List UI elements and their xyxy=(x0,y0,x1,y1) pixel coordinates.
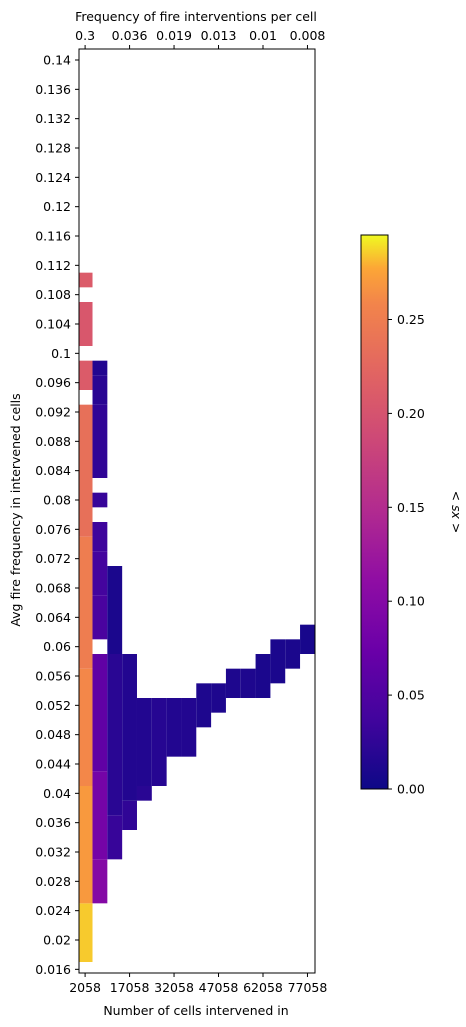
y-tick-label: 0.064 xyxy=(35,610,71,625)
y-tick-label: 0.112 xyxy=(35,258,71,273)
y-tick-label: 0.128 xyxy=(35,141,71,156)
heatmap-cell xyxy=(79,786,93,904)
heatmap-cell xyxy=(92,595,108,640)
colorbar-tick-label: 0.10 xyxy=(397,594,425,609)
y-tick-label: 0.1 xyxy=(51,346,71,361)
colorbar-ticks: 0.00 0.05 0.10 0.15 0.20 0.25 xyxy=(388,312,425,797)
y-tick-label: 0.136 xyxy=(35,82,71,97)
heatmap-cell xyxy=(285,639,301,669)
y-tick-label: 0.14 xyxy=(43,53,71,68)
colorbar-tick-label: 0.20 xyxy=(397,406,425,421)
top-tick-label: 0.3 xyxy=(75,28,95,43)
heatmap-cell xyxy=(79,668,93,786)
heatmap-cell xyxy=(122,654,137,801)
heatmap-cell xyxy=(107,566,123,654)
heatmap-cell xyxy=(196,683,212,728)
heatmap-cell xyxy=(79,272,93,288)
colorbar-tick-label: 0.00 xyxy=(397,782,425,797)
y-tick-label: 0.132 xyxy=(35,111,71,126)
colorbar-label: < sx > xyxy=(449,491,464,534)
heatmap-cell xyxy=(92,375,108,405)
colorbar-tick-label: 0.15 xyxy=(397,500,425,515)
y-tick-label: 0.072 xyxy=(35,551,71,566)
heatmap-cell xyxy=(181,698,197,757)
heatmap-cell xyxy=(79,536,93,669)
heatmap-cell xyxy=(92,404,108,478)
y-axis-ticks: 0.016 0.02 0.024 0.028 0.032 0.036 0.04 0.044 0.… xyxy=(35,53,79,977)
y-tick-label: 0.04 xyxy=(43,786,71,801)
top-tick-label: 0.019 xyxy=(156,28,192,43)
top-tick-label: 0.008 xyxy=(290,28,326,43)
heatmap-cell xyxy=(79,903,93,962)
y-tick-label: 0.016 xyxy=(35,962,71,977)
heatmap-cell xyxy=(240,668,256,698)
colorbar-tick-label: 0.05 xyxy=(397,688,425,703)
heatmap-cells xyxy=(79,272,315,962)
heatmap-cell xyxy=(79,360,93,390)
colorbar-tick-label: 0.25 xyxy=(397,312,425,327)
top-tick-label: 0.036 xyxy=(112,28,148,43)
heatmap-cell xyxy=(92,771,108,860)
y-tick-label: 0.036 xyxy=(35,815,71,830)
x-tick-label: 2058 xyxy=(69,980,101,995)
heatmap-cell xyxy=(136,698,152,786)
top-tick-label: 0.013 xyxy=(201,28,237,43)
heatmap-cell xyxy=(270,639,286,684)
heatmap-cell xyxy=(225,668,241,698)
heatmap-cell xyxy=(107,654,123,816)
x-tick-label: 47058 xyxy=(199,980,239,995)
heatmap-cell xyxy=(122,800,137,830)
x-tick-label: 77058 xyxy=(288,980,328,995)
heatmap-cell xyxy=(255,654,271,698)
y-axis-label: Avg fire frequency in intervened cells xyxy=(8,393,23,626)
heatmap-cell xyxy=(300,624,315,654)
x-tick-label: 17058 xyxy=(110,980,150,995)
y-tick-label: 0.076 xyxy=(35,522,71,537)
y-tick-label: 0.12 xyxy=(43,199,71,214)
y-tick-label: 0.088 xyxy=(35,434,71,449)
y-tick-label: 0.06 xyxy=(43,639,71,654)
y-tick-label: 0.104 xyxy=(35,317,71,332)
y-tick-label: 0.108 xyxy=(35,287,71,302)
heatmap-cell xyxy=(107,815,123,860)
heatmap-cell xyxy=(92,551,108,596)
y-tick-label: 0.096 xyxy=(35,375,71,390)
x-axis-ticks: 2058 17058 32058 47058 62058 77058 xyxy=(69,973,327,995)
heatmap-cell xyxy=(92,522,108,552)
x-axis-label: Number of cells intervened in xyxy=(103,1003,288,1018)
heatmap-cell xyxy=(92,492,108,508)
heatmap-cell xyxy=(136,786,152,801)
heatmap-cell xyxy=(211,683,226,713)
y-tick-label: 0.068 xyxy=(35,581,71,596)
heatmap-cell xyxy=(92,859,108,904)
heatmap-cell xyxy=(166,698,182,757)
x-tick-label: 62058 xyxy=(243,980,283,995)
heatmap-cell xyxy=(151,698,167,786)
y-tick-label: 0.084 xyxy=(35,463,71,478)
top-tick-label: 0.01 xyxy=(249,28,277,43)
x-tick-label: 32058 xyxy=(154,980,194,995)
y-tick-label: 0.08 xyxy=(43,493,71,508)
y-tick-label: 0.092 xyxy=(35,405,71,420)
y-tick-label: 0.056 xyxy=(35,669,71,684)
y-tick-label: 0.048 xyxy=(35,727,71,742)
y-tick-label: 0.028 xyxy=(35,874,71,889)
y-tick-label: 0.044 xyxy=(35,757,71,772)
plot-frame xyxy=(78,48,316,974)
colorbar xyxy=(360,234,389,790)
heatmap-cell xyxy=(79,302,93,346)
heatmap-cell xyxy=(92,654,108,772)
y-tick-label: 0.116 xyxy=(35,229,71,244)
heatmap-cell xyxy=(79,404,93,537)
top-axis-label: Frequency of fire interventions per cell xyxy=(75,9,317,24)
y-tick-label: 0.052 xyxy=(35,698,71,713)
top-axis-ticks: 0.3 0.036 0.019 0.013 0.01 0.008 xyxy=(75,28,325,49)
y-tick-label: 0.024 xyxy=(35,903,71,918)
y-tick-label: 0.02 xyxy=(43,933,71,948)
y-tick-label: 0.124 xyxy=(35,170,71,185)
heatmap-cell xyxy=(92,360,108,376)
y-tick-label: 0.032 xyxy=(35,845,71,860)
